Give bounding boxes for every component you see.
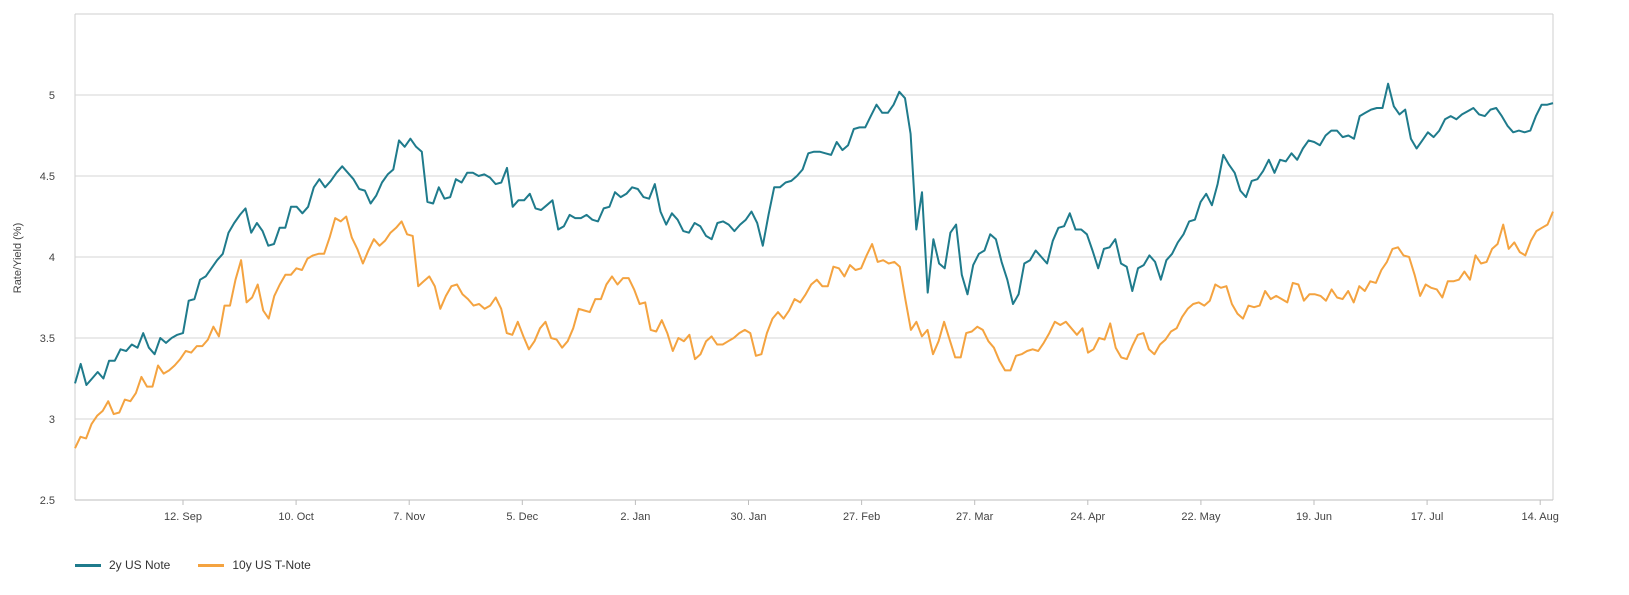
legend-label-2y: 2y US Note xyxy=(109,558,171,572)
x-tick-label: 27. Feb xyxy=(843,511,880,523)
x-tick-label: 5. Dec xyxy=(506,511,538,523)
x-axis-ticks: 12. Sep 10. Oct 7. Nov 5. Dec 2. Jan 30. Jan 2… xyxy=(164,500,1559,523)
x-tick-label: 2. Jan xyxy=(620,511,650,523)
series-group xyxy=(74,82,1554,449)
y-tick-label: 4 xyxy=(49,252,55,264)
legend-swatch-10y xyxy=(198,563,225,567)
x-tick-label: 10. Oct xyxy=(278,511,313,523)
x-tick-label: 19. Jun xyxy=(1296,511,1332,523)
series-line-10y-us-t-note[interactable] xyxy=(74,211,1554,449)
legend-item-10y[interactable]: 10y US T-Note xyxy=(198,558,311,572)
y-tick-label: 4.5 xyxy=(40,171,55,183)
y-tick-label: 5 xyxy=(49,90,55,102)
legend-item-2y[interactable]: 2y US Note xyxy=(75,558,170,572)
line-chart: 2.5 3 3.5 4 4.5 5 12. Sep 10. Oct 7. Nov 5. Dec 2… xyxy=(12,13,1559,523)
legend-label-10y: 10y US T-Note xyxy=(232,558,311,572)
x-tick-label: 27. Mar xyxy=(956,511,994,523)
x-tick-label: 30. Jan xyxy=(730,511,766,523)
legend: 2y US Note 10y US T-Note xyxy=(75,558,311,572)
y-tick-label: 2.5 xyxy=(40,495,55,507)
x-tick-label: 7. Nov xyxy=(393,511,425,523)
x-tick-label: 24. Apr xyxy=(1070,511,1105,523)
x-tick-label: 12. Sep xyxy=(164,511,202,523)
y-tick-label: 3 xyxy=(49,414,55,426)
grid-lines xyxy=(74,13,1554,501)
x-tick-label: 22. May xyxy=(1181,511,1221,523)
series-line-2y-us-note[interactable] xyxy=(74,82,1554,386)
x-tick-label: 14. Aug xyxy=(1522,511,1559,523)
legend-swatch-2y xyxy=(75,563,101,567)
x-tick-label: 17. Jul xyxy=(1411,511,1443,523)
y-axis-ticks: 2.5 3 3.5 4 4.5 5 xyxy=(40,90,55,507)
y-axis-label: Rate/Yield (%) xyxy=(12,223,24,294)
y-tick-label: 3.5 xyxy=(40,333,55,345)
